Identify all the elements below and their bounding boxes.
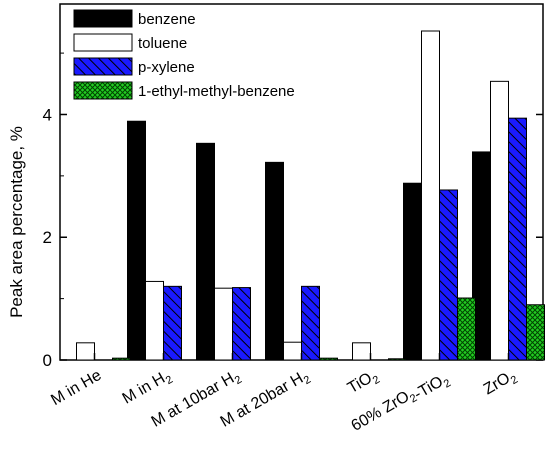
bar-p-xylene <box>439 189 458 361</box>
x-category-label: M in He <box>48 367 104 409</box>
y-tick-label: 0 <box>43 351 52 370</box>
bar-p-xylene <box>163 285 182 361</box>
x-category-label: M in H2 <box>120 367 175 411</box>
legend-swatch <box>73 81 133 100</box>
bar-1-ethyl-methyl-benzene <box>457 297 476 361</box>
bar-toluene <box>283 341 302 361</box>
bar-toluene <box>214 287 233 361</box>
x-category-label: ZrO2 <box>481 367 520 401</box>
bar-1-ethyl-methyl-benzene <box>526 304 545 361</box>
bar-toluene <box>490 80 509 361</box>
bar-p-xylene <box>301 285 320 361</box>
y-tick-label: 4 <box>43 105 52 124</box>
bar-1-ethyl-methyl-benzene <box>319 357 338 361</box>
legend-label: 1-ethyl-methyl-benzene <box>138 83 295 100</box>
bar-1-ethyl-methyl-benzene <box>388 358 407 361</box>
bar-toluene <box>76 342 95 361</box>
legend-swatch <box>73 57 133 76</box>
legend-swatch <box>73 33 133 52</box>
x-category-label: TiO2 <box>345 367 382 400</box>
bar-benzene <box>265 161 284 361</box>
y-tick-label: 2 <box>43 228 52 247</box>
legend-label: toluene <box>138 35 187 52</box>
legend-label: p-xylene <box>138 59 195 76</box>
bar-benzene <box>403 182 422 361</box>
legend: benzene toluene p-xylene 1-ethyl-methyl-ben… <box>73 9 295 100</box>
bar-toluene <box>145 280 164 361</box>
bar-toluene <box>421 30 440 361</box>
bar-p-xylene <box>508 117 527 361</box>
legend-label: benzene <box>138 11 196 28</box>
bar-benzene <box>127 120 146 361</box>
bar-1-ethyl-methyl-benzene <box>112 357 131 361</box>
y-axis-title: Peak area percentage, % <box>7 126 26 318</box>
bar-p-xylene <box>232 287 251 361</box>
bar-toluene <box>352 342 371 361</box>
legend-swatch <box>73 9 133 28</box>
bar-benzene <box>196 142 215 361</box>
